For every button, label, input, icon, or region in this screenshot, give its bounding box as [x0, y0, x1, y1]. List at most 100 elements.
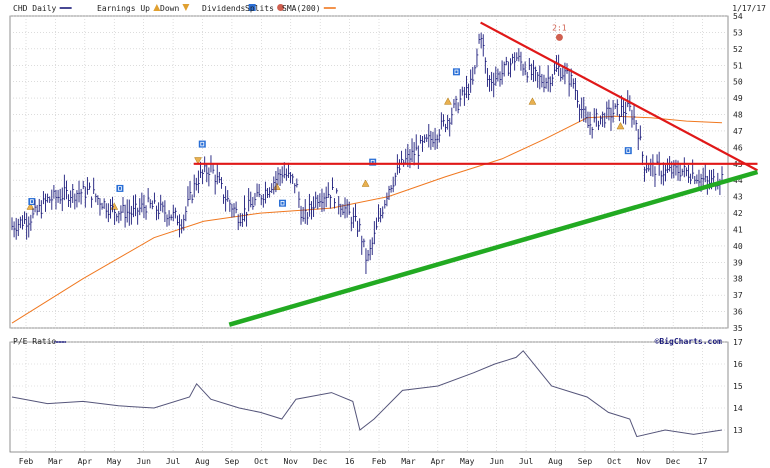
x-tick-label: Mar	[401, 457, 416, 466]
ohlc-bar	[162, 201, 165, 213]
ohlc-bar	[304, 199, 307, 224]
ohlc-bar	[589, 111, 592, 135]
legend-label: Dividends	[202, 4, 246, 13]
ohlc-bar	[279, 169, 282, 186]
ohlc-bar	[260, 194, 263, 206]
ohlc-bar	[124, 204, 127, 228]
ohlc-bar	[495, 66, 498, 86]
pe-ratio-line	[11, 350, 723, 438]
ohlc-bar	[539, 65, 542, 90]
price-y-tick: 38	[733, 275, 743, 284]
ohlc-bar	[507, 61, 510, 76]
ohlc-bar	[275, 171, 278, 193]
ohlc-bar	[135, 194, 137, 217]
ohlc-bar	[34, 199, 37, 213]
earnings-up-marker	[444, 97, 452, 105]
ohlc-bar	[300, 205, 303, 225]
ohlc-bar	[66, 180, 68, 200]
ohlc-bar	[30, 214, 33, 231]
ohlc-bar	[179, 214, 181, 238]
ohlc-bar	[241, 213, 244, 227]
ohlc-bar	[109, 199, 112, 219]
price-y-tick: 43	[733, 193, 743, 202]
ohlc-bar	[528, 57, 531, 71]
ohlc-bar	[308, 193, 311, 217]
ohlc-bar	[61, 187, 64, 212]
earnings-up-marker	[361, 179, 370, 187]
ohlc-bar	[321, 188, 324, 212]
ohlc-bar	[434, 127, 437, 150]
ohlc-bar	[417, 145, 420, 170]
ohlc-bar	[637, 129, 640, 151]
ohlc-bar	[432, 131, 435, 148]
ohlc-bar	[166, 214, 169, 227]
ohlc-bar	[478, 33, 481, 44]
ohlc-bar	[292, 173, 295, 185]
x-tick-label: Feb	[19, 457, 34, 466]
ohlc-bar	[130, 205, 133, 225]
ohlc-bar	[264, 181, 267, 204]
ohlc-bar	[311, 201, 313, 220]
ohlc-bar	[183, 214, 186, 231]
ohlc-bar	[344, 197, 347, 219]
ohlc-bar	[415, 134, 418, 151]
ohlc-bar	[225, 186, 228, 212]
ohlc-bar	[248, 188, 251, 212]
ohlc-bar	[436, 134, 439, 149]
ohlc-bar	[438, 129, 441, 143]
ohlc-bar	[597, 120, 600, 131]
ohlc-bar	[181, 219, 184, 234]
ohlc-bar	[168, 210, 171, 226]
ohlc-bar	[449, 118, 452, 137]
ohlc-bar	[480, 32, 483, 49]
ohlc-bar	[639, 125, 642, 141]
ohlc-bar	[185, 206, 188, 222]
x-tick-label: Dec	[313, 457, 328, 466]
ohlc-bar	[600, 115, 602, 125]
ohlc-bar	[382, 206, 385, 219]
ohlc-bar	[45, 193, 47, 212]
dividend-marker	[279, 199, 287, 207]
ohlc-bar	[149, 199, 152, 209]
ohlc-bar	[17, 218, 20, 237]
ohlc-bar	[411, 138, 414, 163]
ohlc-bar	[484, 57, 487, 74]
ohlc-bar	[19, 216, 22, 229]
ohlc-bar	[405, 148, 408, 164]
pe-panel-title: P/E Ratio	[13, 337, 57, 346]
ohlc-bar	[254, 192, 257, 206]
ohlc-bar	[399, 159, 401, 174]
split-icon	[277, 4, 285, 11]
ohlc-bar	[40, 200, 43, 219]
dividend-icon	[248, 4, 256, 11]
ohlc-bar	[357, 220, 359, 237]
ohlc-bar	[595, 108, 598, 127]
ohlc-bar	[156, 205, 158, 221]
ohlc-bar	[692, 159, 695, 179]
price-y-tick: 51	[733, 61, 743, 70]
ohlc-bar	[633, 104, 636, 125]
ohlc-bar	[164, 200, 167, 222]
ohlc-bar	[220, 177, 223, 189]
ohlc-bar	[572, 78, 575, 89]
ohlc-bar	[618, 113, 621, 122]
ohlc-bar	[91, 196, 93, 208]
ohlc-bar	[386, 192, 389, 207]
earnings-up-marker	[272, 182, 281, 191]
ohlc-bar	[116, 213, 119, 222]
ohlc-bar	[505, 56, 508, 66]
ohlc-bar	[338, 195, 341, 215]
ohlc-bar	[239, 213, 242, 227]
ohlc-bar	[350, 216, 353, 232]
x-tick-label: Jul	[519, 457, 534, 466]
ohlc-bar	[231, 203, 234, 218]
ohlc-bar	[86, 177, 89, 195]
price-y-tick: 41	[733, 225, 743, 234]
ohlc-bar	[614, 103, 617, 110]
x-tick-label: Jun	[136, 457, 151, 466]
legend-item-1: Earnings Up	[97, 4, 161, 13]
earnings-up-icon	[153, 4, 161, 11]
dividend-marker	[28, 198, 36, 206]
x-tick-label: May	[460, 457, 475, 466]
ohlc-bar	[206, 164, 209, 183]
